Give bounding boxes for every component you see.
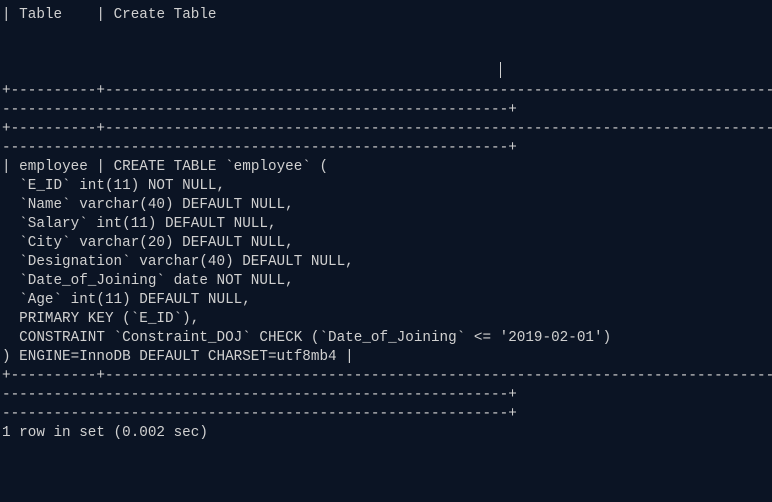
border-line-2: ----------------------------------------… [2, 102, 517, 118]
create-line-0: CREATE TABLE `employee` ( [114, 159, 329, 175]
terminal-output: | Table | Create Table +----------+-----… [0, 0, 772, 449]
create-line-10: ) ENGINE=InnoDB DEFAULT CHARSET=utf8mb4 … [2, 349, 354, 365]
create-line-9: CONSTRAINT `Constraint_DOJ` CHECK (`Date… [2, 330, 611, 346]
cell-table-name: employee [19, 159, 88, 175]
create-line-2: `Name` varchar(40) DEFAULT NULL, [2, 197, 294, 213]
create-line-7: `Age` int(11) DEFAULT NULL, [2, 292, 251, 308]
border-line-7: ----------------------------------------… [2, 406, 517, 422]
create-line-8: PRIMARY KEY (`E_ID`), [2, 311, 199, 327]
header-col-create: Create Table [114, 7, 217, 23]
border-line-3: +----------+----------------------------… [2, 121, 772, 137]
data-row: | employee | CREATE TABLE `employee` ( `… [2, 159, 611, 365]
create-line-4: `City` varchar(20) DEFAULT NULL, [2, 235, 294, 251]
border-line-5: +----------+----------------------------… [2, 368, 772, 384]
text-cursor [500, 62, 501, 78]
create-line-3: `Salary` int(11) DEFAULT NULL, [2, 216, 277, 232]
border-line-6: ----------------------------------------… [2, 387, 517, 403]
create-line-6: `Date_of_Joining` date NOT NULL, [2, 273, 294, 289]
border-line-4: ----------------------------------------… [2, 140, 517, 156]
create-line-5: `Designation` varchar(40) DEFAULT NULL, [2, 254, 354, 270]
create-line-1: `E_ID` int(11) NOT NULL, [2, 178, 225, 194]
header-row: | Table | Create Table [2, 7, 500, 80]
header-col-table: Table [19, 7, 62, 23]
result-footer: 1 row in set (0.002 sec) [2, 425, 208, 441]
border-line-1: +----------+----------------------------… [2, 83, 772, 99]
